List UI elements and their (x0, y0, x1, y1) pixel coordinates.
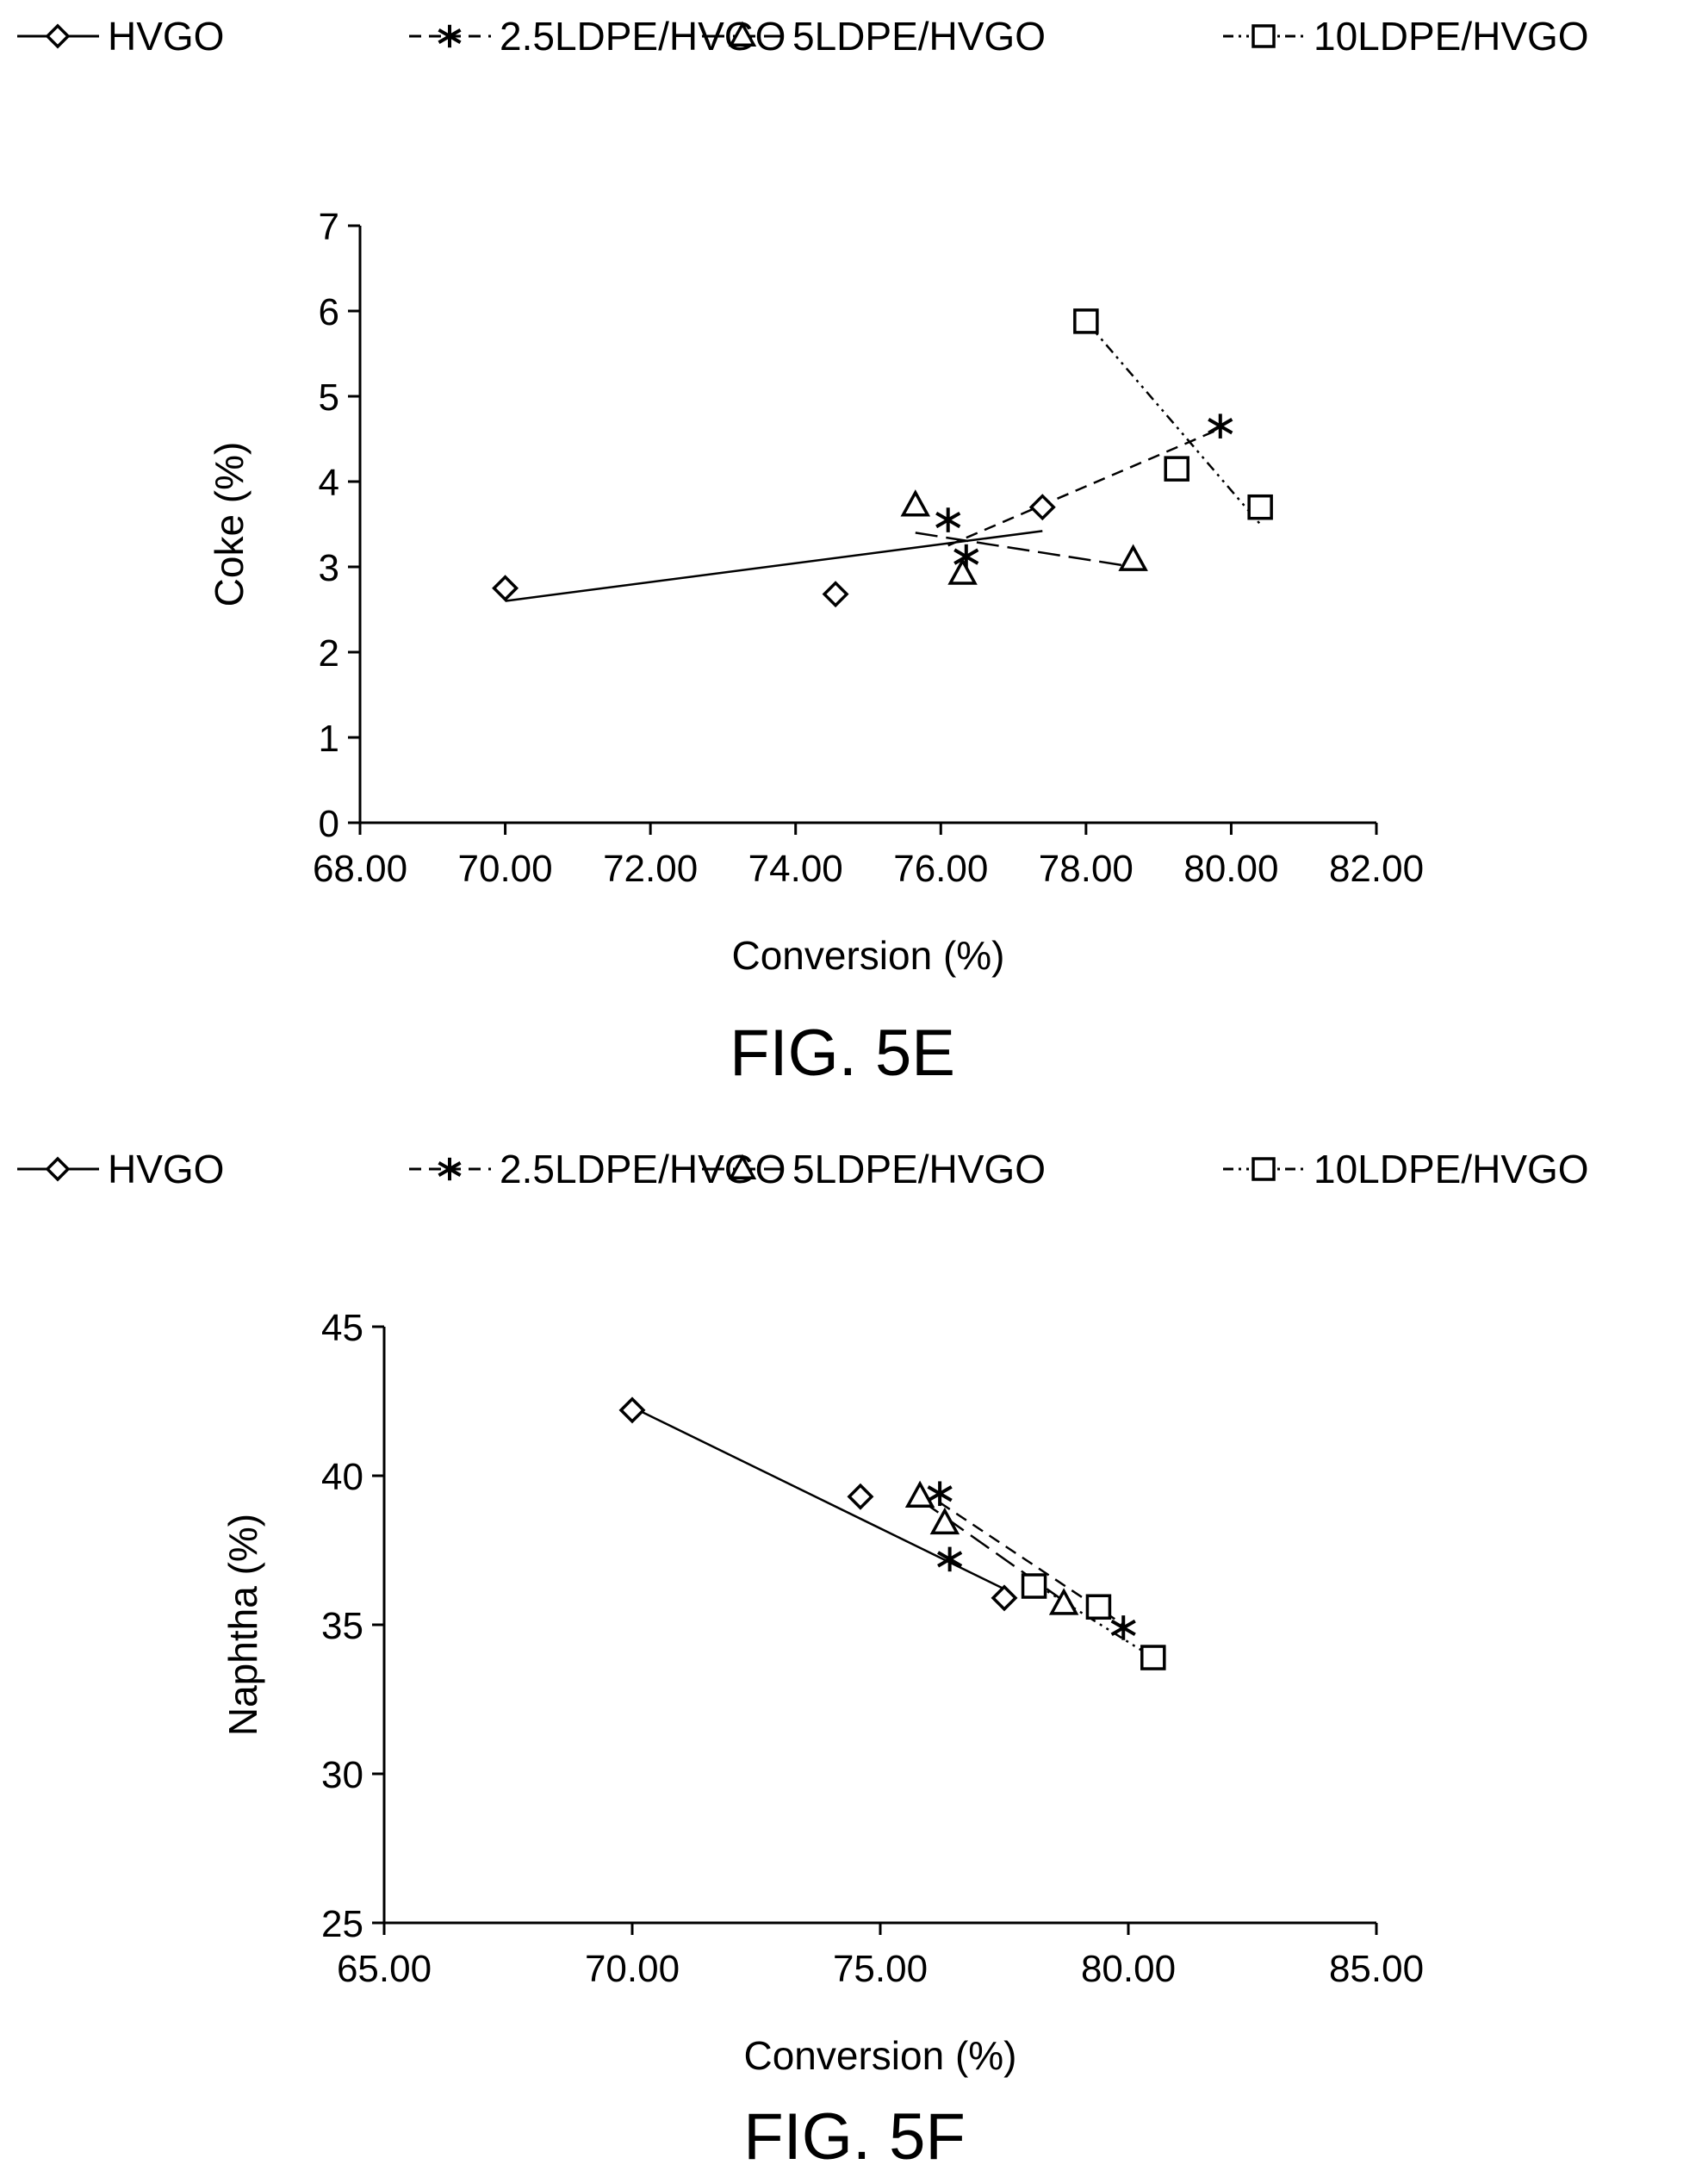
x-tick-label: 68.00 (313, 848, 407, 890)
y-tick-label: 2 (319, 632, 339, 675)
y-tick-label: 0 (319, 803, 339, 845)
y-axis-title: Naphtha (%) (220, 1514, 265, 1736)
figure-caption: FIG. 5F (743, 2100, 966, 2174)
x-tick-label: 74.00 (748, 848, 843, 890)
x-tick-label: 80.00 (1183, 848, 1278, 890)
x-tick-label: 65.00 (337, 1948, 432, 1990)
point-hvgo (492, 575, 519, 602)
y-tick-label: 5 (319, 376, 339, 419)
point-hvgo (1028, 494, 1056, 521)
legend-2-5ldpe-hvgo-marker (438, 1157, 462, 1181)
legend-hvgo-label: HVGO (108, 1147, 224, 1191)
x-tick-label: 78.00 (1039, 848, 1133, 890)
x-tick-label: 76.00 (893, 848, 988, 890)
point-2-5ldpe-hvgo (935, 507, 961, 532)
legend-10ldpe-hvgo-marker (1251, 1157, 1276, 1181)
x-axis-title: Conversion (%) (744, 2033, 1017, 2078)
point-5ldpe-hvgo (929, 1507, 960, 1535)
point-2-5ldpe-hvgo (937, 1546, 963, 1572)
legend-10ldpe-hvgo-label: 10LDPE/HVGO (1314, 14, 1589, 59)
y-tick-label: 25 (321, 1903, 363, 1945)
point-hvgo (618, 1396, 646, 1424)
legend-5ldpe-hvgo-label: 5LDPE/HVGO (792, 14, 1046, 59)
y-tick-label: 45 (321, 1307, 363, 1349)
x-tick-label: 72.00 (603, 848, 698, 890)
point-5ldpe-hvgo (1118, 544, 1148, 571)
point-2-5ldpe-hvgo (1110, 1615, 1136, 1640)
y-axis-title: Coke (%) (207, 442, 252, 607)
point-hvgo (991, 1584, 1018, 1612)
y-tick-label: 3 (319, 547, 339, 589)
point-10ldpe-hvgo (1247, 494, 1273, 520)
x-tick-label: 85.00 (1329, 1948, 1424, 1990)
point-10ldpe-hvgo (1085, 1594, 1112, 1620)
point-hvgo (822, 581, 849, 608)
legend-10ldpe-hvgo-label: 10LDPE/HVGO (1314, 1147, 1589, 1191)
point-5ldpe-hvgo (1048, 1588, 1079, 1615)
point-hvgo (847, 1483, 874, 1510)
y-tick-label: 35 (321, 1605, 363, 1647)
x-tick-label: 80.00 (1081, 1948, 1176, 1990)
point-2-5ldpe-hvgo (1208, 414, 1233, 439)
x-axis-title: Conversion (%) (732, 933, 1005, 978)
legend-hvgo-marker (45, 1156, 71, 1182)
x-tick-label: 70.00 (458, 848, 553, 890)
point-2-5ldpe-hvgo (927, 1481, 953, 1507)
point-5ldpe-hvgo (947, 557, 978, 585)
trendline-5ldpe-hvgo (915, 532, 1133, 569)
figure-caption: FIG. 5E (730, 1017, 955, 1090)
point-5ldpe-hvgo (904, 1480, 935, 1508)
y-tick-label: 4 (319, 462, 339, 504)
legend-hvgo-label: HVGO (108, 14, 224, 59)
legend-5ldpe-hvgo-marker (728, 1154, 757, 1179)
x-tick-label: 70.00 (585, 1948, 680, 1990)
x-tick-label: 75.00 (833, 1948, 928, 1990)
point-10ldpe-hvgo (1140, 1645, 1166, 1670)
trendline-10ldpe-hvgo (1084, 320, 1262, 526)
trendline-2-5ldpe-hvgo (947, 427, 1221, 547)
legend-hvgo-marker (45, 23, 71, 49)
legend-10ldpe-hvgo-marker (1251, 24, 1276, 48)
y-tick-label: 6 (319, 291, 339, 333)
point-5ldpe-hvgo (900, 489, 931, 517)
trendline-hvgo (631, 1406, 1005, 1590)
coke-chart: HVGO 2.5LDPE/HVGO 5LDPE/HVGO 10LDPE/HVGO68.… (17, 14, 1589, 1090)
y-tick-label: 30 (321, 1754, 363, 1796)
trendline-10ldpe-hvgo (1033, 1582, 1154, 1659)
point-10ldpe-hvgo (1073, 308, 1099, 334)
figure-5f: HVGO 2.5LDPE/HVGO 5LDPE/HVGO 10LDPE/HVGO 65.… (0, 1120, 1708, 2177)
legend-2-5ldpe-hvgo-marker (438, 24, 462, 48)
legend-5ldpe-hvgo-label: 5LDPE/HVGO (792, 1147, 1046, 1191)
legend-5ldpe-hvgo-marker (728, 21, 757, 47)
y-tick-label: 7 (319, 206, 339, 248)
naphtha-chart: HVGO 2.5LDPE/HVGO 5LDPE/HVGO 10LDPE/HVGO65.… (17, 1147, 1589, 2174)
figure-5e: HVGO 2.5LDPE/HVGO 5LDPE/HVGO 10LDPE/HVGO 68.… (17, 14, 1589, 1090)
point-10ldpe-hvgo (1164, 456, 1189, 482)
y-tick-label: 1 (319, 718, 339, 760)
y-tick-label: 40 (321, 1456, 363, 1498)
x-tick-label: 82.00 (1329, 848, 1424, 890)
point-10ldpe-hvgo (1021, 1573, 1047, 1599)
